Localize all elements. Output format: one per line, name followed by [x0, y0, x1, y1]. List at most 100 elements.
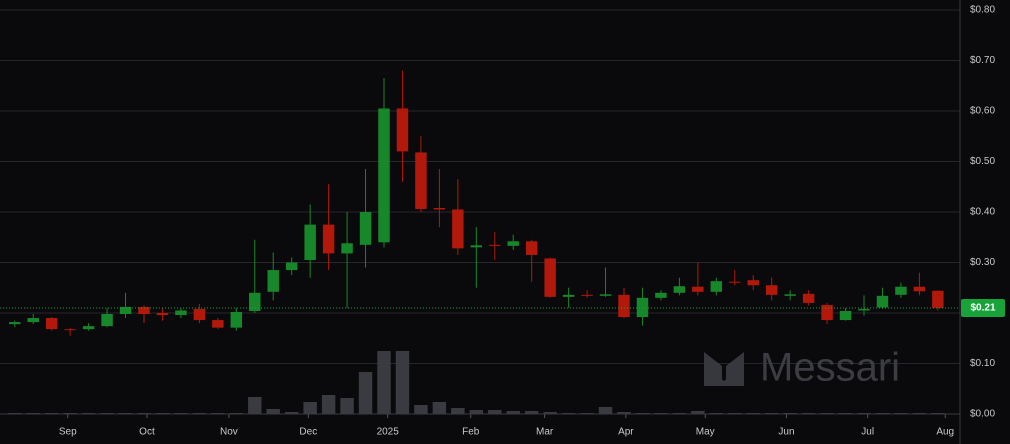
volume-bar: [137, 413, 151, 414]
volume-bar: [894, 413, 908, 414]
candle-body: [544, 258, 556, 297]
candle-body: [507, 241, 519, 246]
candle-body: [285, 262, 298, 271]
candle-body: [9, 322, 21, 325]
x-tick-label: Dec: [299, 427, 317, 438]
candle-body: [599, 294, 612, 296]
candle-body: [618, 294, 630, 318]
volume-bar: [26, 413, 40, 414]
volume-bar: [709, 413, 724, 414]
volume-bar: [303, 402, 317, 414]
volume-bar: [63, 413, 77, 414]
volume-bar: [100, 413, 114, 414]
volume-bar: [44, 413, 59, 414]
candle-body: [82, 326, 95, 330]
candle-body: [304, 224, 316, 260]
x-tick-label: Sep: [59, 427, 77, 438]
volume-bar: [691, 411, 705, 414]
last-price-badge: [961, 298, 1005, 317]
volume-bar: [931, 413, 945, 414]
candle-body: [784, 294, 796, 296]
candle-body: [470, 245, 483, 248]
x-tick-label: 2025: [377, 427, 400, 438]
candle-body: [396, 108, 409, 152]
volume-bar: [654, 413, 668, 414]
candle-body: [525, 241, 538, 255]
y-tick-label: $0.60: [970, 106, 995, 117]
y-tick-label: $0.00: [970, 409, 995, 420]
candle-body: [249, 292, 261, 311]
volume-bar: [211, 413, 225, 414]
volume-bar: [321, 395, 336, 414]
volume-bar: [635, 413, 650, 414]
volume-bar: [820, 413, 834, 414]
candle-body: [433, 207, 446, 210]
x-tick-label: May: [696, 427, 715, 438]
volume-bar: [284, 412, 299, 414]
candle-body: [138, 306, 150, 315]
candle-body: [932, 290, 944, 308]
volume-bar: [451, 408, 465, 414]
volume-bar: [266, 409, 280, 414]
volume-bar: [118, 413, 133, 414]
x-tick-label: Feb: [462, 427, 480, 438]
volume-bar: [746, 413, 760, 414]
volume-bar: [377, 351, 391, 414]
y-tick-label: $0.80: [970, 5, 995, 16]
volume-bar: [192, 413, 207, 414]
candle-body: [322, 224, 335, 254]
x-tick-label: Oct: [139, 427, 155, 438]
candle-body: [765, 285, 778, 295]
watermark-logo: [704, 352, 744, 386]
volume-bar: [783, 413, 797, 414]
plot: [0, 0, 961, 444]
volume-bar: [340, 398, 354, 414]
volume-bar: [672, 413, 687, 414]
candle-body: [156, 313, 169, 316]
volume-bar: [617, 412, 631, 414]
volume-bar: [524, 411, 539, 414]
candle-body: [692, 286, 704, 292]
volume-bar: [8, 413, 22, 414]
candle-body: [839, 310, 852, 321]
candle-body: [913, 286, 926, 292]
volume-bar: [358, 372, 373, 414]
x-tick-label: Nov: [220, 427, 238, 438]
volume-bar: [155, 413, 170, 414]
volume-bar: [488, 410, 502, 414]
candle-body: [821, 304, 833, 321]
candle-body: [581, 294, 593, 296]
volume-bar: [912, 413, 927, 414]
volume-bar: [506, 411, 520, 414]
x-tick-label: Apr: [618, 427, 634, 438]
candle-body: [562, 294, 575, 297]
volume-bar: [395, 351, 410, 414]
candle-body: [673, 286, 686, 293]
candle-body: [710, 281, 723, 292]
watermark: Messari: [760, 346, 900, 390]
candle-body: [858, 308, 870, 311]
x-tick-label: Jul: [861, 427, 874, 438]
candle-body: [230, 311, 243, 328]
volume-bar: [174, 413, 188, 414]
candle-body: [27, 318, 39, 323]
candle-body: [895, 286, 907, 295]
y-tick-label: $0.70: [970, 55, 995, 66]
last-price-label: $0.21: [970, 303, 995, 314]
y-tick-label: $0.30: [970, 257, 995, 268]
volume-bar: [580, 413, 594, 414]
candle-body: [64, 329, 76, 331]
candle-body: [655, 292, 667, 298]
candle-body: [489, 244, 501, 246]
volume-bar: [875, 413, 890, 414]
candle-body: [175, 310, 187, 316]
candle-body: [341, 243, 353, 254]
volume-bar: [469, 410, 484, 414]
x-tick-label: Mar: [536, 427, 554, 438]
candle-body: [876, 295, 889, 308]
candle-body: [378, 108, 390, 243]
candle-body: [101, 314, 113, 327]
volume-bar: [414, 405, 428, 414]
volume-bar: [801, 413, 816, 414]
candle-body: [193, 308, 206, 321]
